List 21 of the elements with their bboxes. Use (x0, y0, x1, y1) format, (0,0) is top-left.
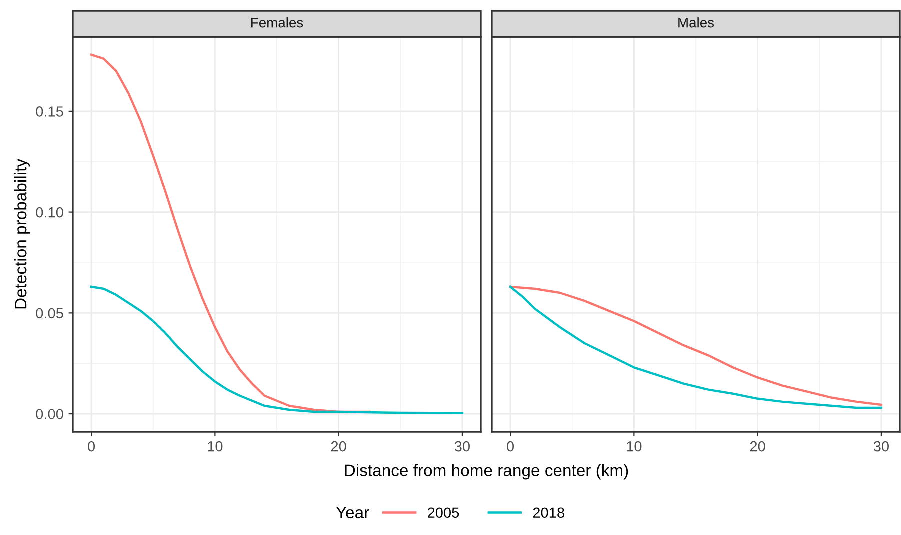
x-tick-label: 0 (507, 441, 514, 452)
x-tick-label: 0 (88, 441, 96, 452)
line-series (90, 54, 371, 414)
legend-label: 2005 (428, 508, 460, 518)
chart-title: Males (678, 18, 714, 28)
x-tick-label: 30 (454, 441, 470, 452)
y-tick-label: 0.15 (36, 106, 64, 117)
x-tick-label: 20 (331, 441, 346, 452)
x-tick-label: 30 (874, 441, 889, 452)
legend-label: 2018 (533, 508, 564, 518)
y-tick-label: 0.05 (36, 308, 64, 319)
x-tick-label: 10 (627, 441, 642, 452)
line-series (90, 286, 464, 414)
x-tick-label: 20 (750, 441, 766, 452)
y-tick-label: 0.10 (36, 207, 64, 218)
chart-title: Females (252, 18, 304, 28)
x-tick-label: 10 (208, 441, 223, 452)
y-axis-title: Detection probability (14, 159, 30, 309)
y-tick-label: 0.00 (36, 409, 64, 420)
legend-title: Year (336, 506, 370, 519)
x-axis-title: Distance from home range center (km) (345, 464, 628, 480)
